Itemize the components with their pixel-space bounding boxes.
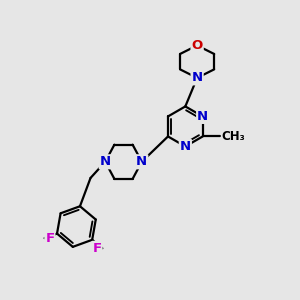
Text: N: N	[197, 110, 208, 123]
Text: N: N	[191, 71, 203, 84]
Text: N: N	[180, 140, 191, 153]
Text: O: O	[191, 39, 203, 52]
Text: N: N	[100, 155, 111, 168]
Text: CH₃: CH₃	[222, 130, 246, 143]
Text: F: F	[92, 242, 102, 255]
Text: N: N	[136, 155, 147, 168]
Text: F: F	[45, 232, 54, 244]
